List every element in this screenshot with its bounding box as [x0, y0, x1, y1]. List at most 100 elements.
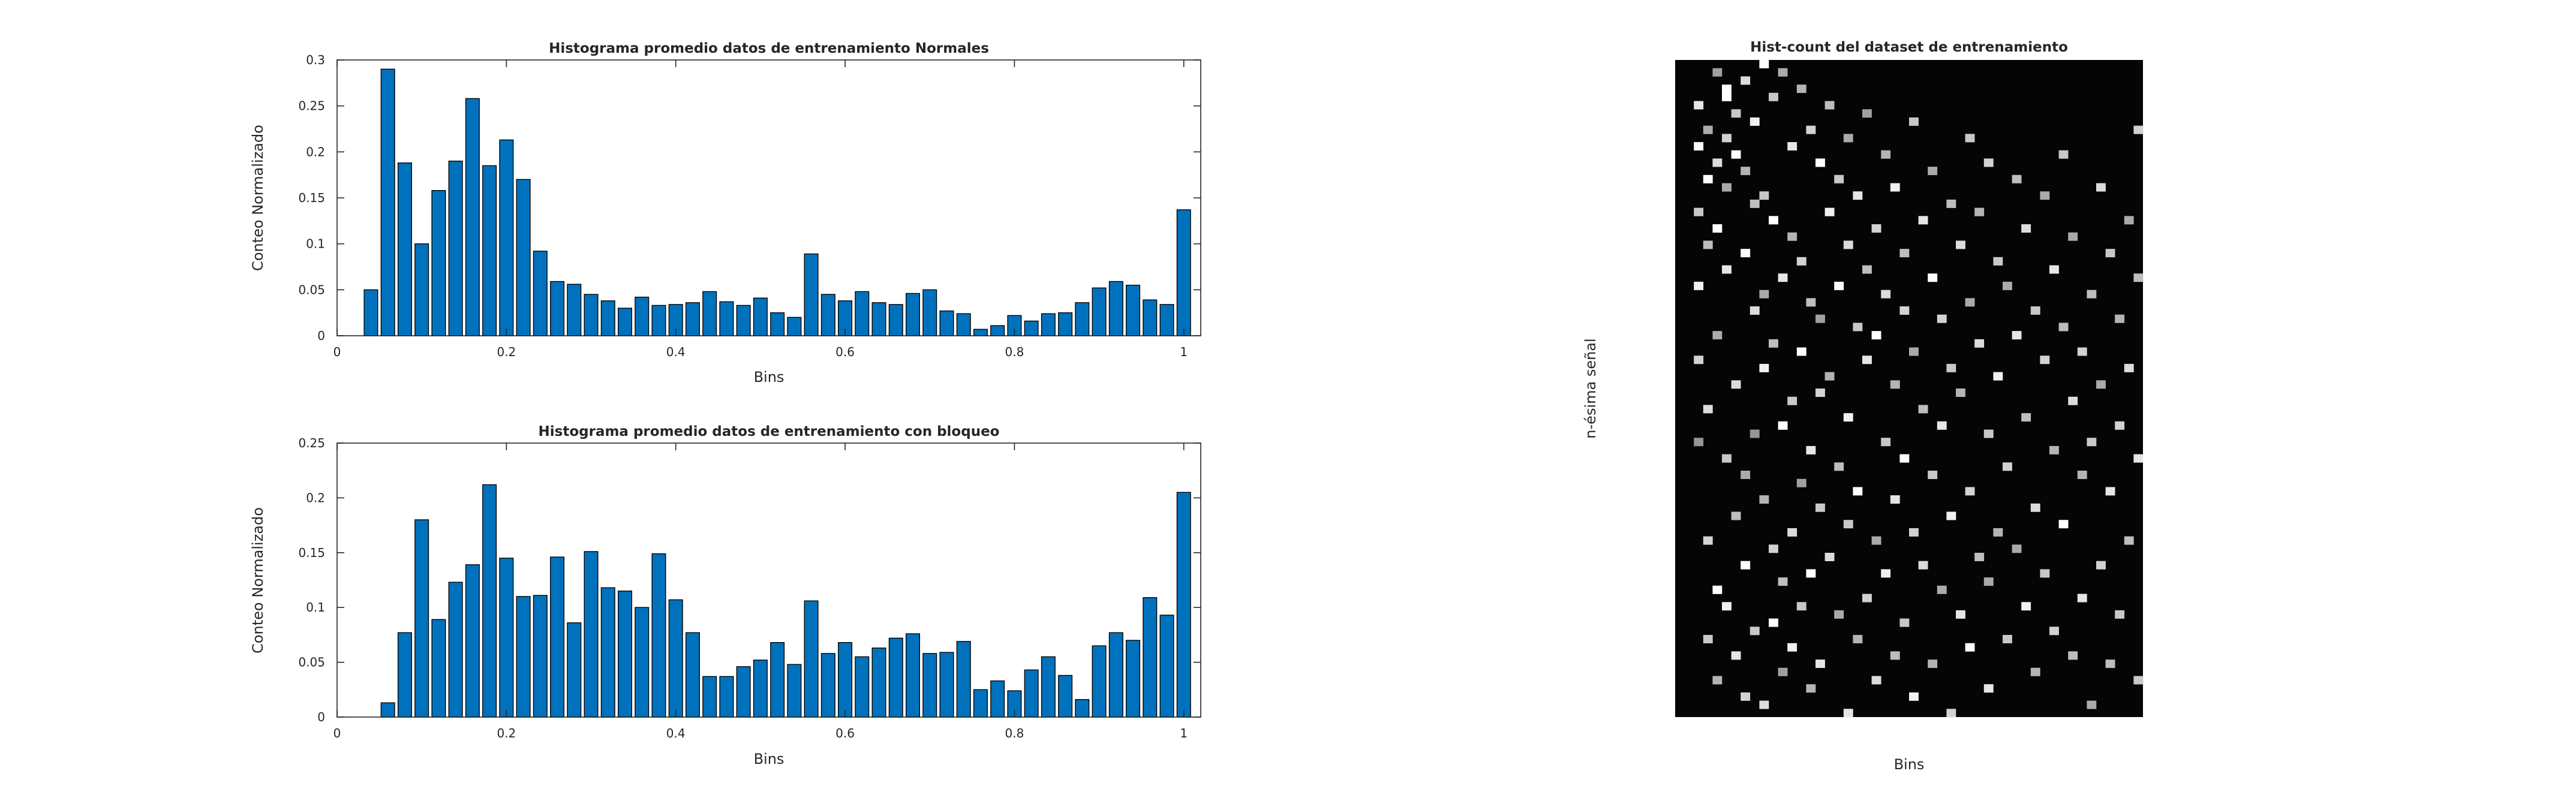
y-tick-label: 0.05	[298, 282, 325, 297]
heatmap-cell	[1965, 643, 1975, 652]
bar	[668, 599, 683, 718]
heatmap-cell	[1993, 372, 2003, 381]
heatmap-cell	[1881, 290, 1891, 299]
heatmap-cell	[1824, 553, 1835, 561]
heatmap-cell	[1843, 240, 1853, 249]
y-tick-label: 0	[317, 710, 325, 724]
bar	[702, 676, 717, 718]
bar	[1041, 313, 1056, 336]
heatmap-cell	[1946, 709, 1956, 718]
heatmap-cell	[1778, 68, 1788, 77]
y-tick-label: 0.1	[306, 600, 325, 615]
bar	[618, 591, 632, 718]
heatmap-cells	[1694, 60, 2144, 718]
heatmap-cell	[1731, 109, 1741, 118]
bar	[618, 308, 632, 336]
bar	[1058, 312, 1073, 336]
heatmap-cell	[2087, 700, 2097, 709]
heatmap-cell	[1909, 117, 1919, 126]
histogram-bloqueo-chart: Histograma promedio datos de entrenamien…	[250, 424, 1201, 767]
heatmap-cell	[2058, 150, 2069, 159]
heatmap-cell	[1694, 281, 1704, 290]
bar	[397, 162, 412, 336]
heatmap-cell	[1862, 109, 1872, 118]
bar	[1108, 632, 1123, 718]
x-axis-label: Bins	[754, 751, 784, 767]
y-tick-label: 0.1	[306, 237, 325, 251]
heatmap-cell	[1899, 249, 1910, 258]
bar	[1126, 284, 1141, 336]
heatmap-cell	[1937, 585, 1947, 594]
bar-series	[363, 68, 1191, 336]
bar	[787, 317, 802, 336]
heatmap-cell	[1796, 478, 1806, 487]
bar	[1024, 320, 1039, 336]
heatmap-cell	[2133, 454, 2144, 463]
heatmap-cell	[2030, 306, 2040, 315]
heatmap-cell	[1983, 429, 1994, 438]
heatmap-cell	[2115, 421, 2125, 430]
heatmap-cell	[1787, 643, 1798, 652]
bar	[380, 68, 395, 336]
heatmap-cell	[2124, 536, 2134, 545]
heatmap-cell	[1956, 240, 1965, 249]
heatmap-cell	[2068, 651, 2078, 660]
heatmap-cell	[1928, 471, 1938, 479]
heatmap-cell	[1769, 339, 1778, 348]
heatmap-cell	[2124, 216, 2134, 225]
bar	[922, 289, 937, 336]
heatmap-cell	[1853, 635, 1863, 643]
heatmap-cell	[1750, 429, 1760, 438]
heatmap-cell	[1928, 273, 1938, 282]
bar	[431, 619, 446, 718]
bar	[550, 556, 565, 718]
heatmap-cell	[1983, 158, 1994, 167]
bar	[838, 642, 853, 718]
bar	[482, 484, 497, 718]
heatmap-cell	[1890, 183, 1900, 192]
bar	[600, 587, 615, 718]
bar	[804, 253, 819, 336]
bar	[736, 666, 751, 718]
heatmap-cell	[1703, 174, 1713, 183]
heatmap-cell	[1769, 544, 1778, 553]
heatmap-cell	[2105, 660, 2115, 668]
heatmap-cell	[1778, 273, 1788, 282]
heatmap-cell	[1787, 142, 1798, 150]
heatmap-cell	[1815, 389, 1825, 397]
heatmap-cell	[1824, 372, 1835, 381]
heatmap-cell	[2049, 627, 2059, 636]
heatmap-cell	[1703, 635, 1713, 643]
heatmap-cell	[1899, 306, 1910, 315]
heatmap-cell	[1741, 471, 1751, 479]
heatmap-cell	[2040, 569, 2050, 578]
heatmap-cell	[1769, 216, 1778, 225]
x-tick-label: 1	[1180, 726, 1188, 740]
heatmap-cell	[1824, 207, 1835, 216]
heatmap-cell	[1759, 700, 1769, 709]
heatmap-cell	[2077, 471, 2087, 479]
heatmap-cell	[1731, 511, 1741, 520]
heatmap-cell	[1759, 290, 1769, 299]
heatmap-cell	[1843, 134, 1853, 143]
heatmap-cell	[1694, 207, 1704, 216]
heatmap-cell	[1983, 684, 1994, 693]
bar	[567, 284, 582, 336]
heatmap-cell	[1759, 60, 1769, 68]
heatmap-cell	[1750, 306, 1760, 315]
bar	[702, 291, 717, 336]
heatmap-cell	[1712, 158, 1723, 167]
heatmap-cell	[2003, 462, 2012, 471]
bar	[770, 642, 785, 718]
heatmap-cell	[1806, 445, 1816, 454]
heatmap-cell	[1843, 709, 1853, 718]
axis-ticks: 0 0.2 0.4 0.6 0.8 1 0 0.05 0.1 0.15 0.2 0.25	[298, 436, 1201, 740]
heatmap-cell	[1834, 462, 1844, 471]
bar	[990, 680, 1005, 718]
bar	[499, 558, 514, 718]
heatmap-cell	[2133, 125, 2144, 134]
heatmap-cell	[1834, 610, 1844, 619]
heatmap-cell	[1741, 249, 1751, 258]
heatmap-cell	[2115, 610, 2125, 619]
heatmap-cell	[2096, 561, 2106, 570]
